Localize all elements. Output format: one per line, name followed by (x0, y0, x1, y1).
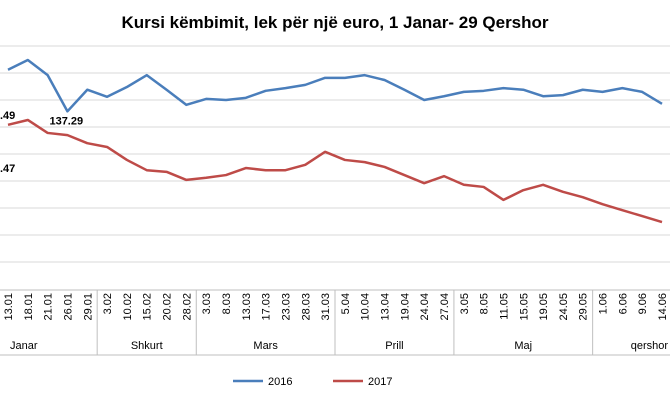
x-tick-label: 27.04 (439, 293, 451, 321)
x-tick-label: 9.06 (637, 293, 649, 314)
x-tick-label: 29.05 (578, 293, 590, 321)
x-tick-label: 26.01 (62, 293, 74, 321)
x-tick-label: 10.04 (360, 293, 372, 321)
x-tick-label: 6.06 (617, 293, 629, 314)
x-tick-label: 5.04 (340, 293, 352, 314)
x-tick-label: 28.02 (181, 293, 193, 321)
x-tick-label: 29.01 (82, 293, 94, 321)
x-tick-label: 19.05 (538, 293, 550, 321)
x-tick-label: 15.05 (518, 293, 530, 321)
month-label: Janar (10, 340, 38, 352)
legend-label: 2016 (268, 376, 292, 388)
x-tick-label: 13.03 (241, 293, 253, 321)
chart-title: Kursi këmbimit, lek për një euro, 1 Jana… (121, 13, 548, 32)
series-line (7, 58, 663, 113)
x-tick-label: 18.01 (23, 293, 35, 321)
x-tick-label: 1.06 (598, 293, 610, 314)
x-tick-label: 24.05 (558, 293, 570, 321)
month-label: Mars (253, 340, 278, 352)
month-label: Shkurt (131, 340, 163, 352)
x-tick-label: 8.05 (479, 293, 491, 314)
x-tick-label: 20.02 (162, 293, 174, 321)
x-tick-label: 13.04 (380, 293, 392, 321)
x-tick-label: 10.02 (122, 293, 134, 321)
x-tick-label: 17.03 (261, 293, 273, 321)
x-tick-label: 11.05 (498, 293, 510, 320)
x-tick-label: 3.03 (201, 293, 213, 314)
x-tick-label: 31.03 (320, 293, 332, 321)
x-tick-label: 28.03 (300, 293, 312, 321)
x-tick-label: 19.04 (399, 293, 411, 321)
x-tick-label: 3.05 (459, 293, 471, 314)
annotation: 137.29 (49, 115, 83, 127)
legend-label: 2017 (368, 376, 392, 388)
x-tick-label: 14.06 (657, 293, 669, 321)
x-tick-label: 8.03 (221, 293, 233, 314)
x-tick-label: 21.01 (43, 293, 55, 321)
month-label: qershor (631, 340, 669, 352)
x-tick-label: 24.04 (419, 293, 431, 321)
series-line (7, 118, 663, 224)
month-label: Prill (385, 340, 403, 352)
x-tick-label: 13.01 (3, 293, 15, 321)
x-tick-label: 3.02 (102, 293, 114, 314)
annotation: .47 (0, 163, 15, 175)
x-tick-label: 15.02 (142, 293, 154, 321)
month-label: Maj (514, 340, 532, 352)
x-tick-label: 23.03 (280, 293, 292, 321)
annotation: .49 (0, 110, 15, 122)
